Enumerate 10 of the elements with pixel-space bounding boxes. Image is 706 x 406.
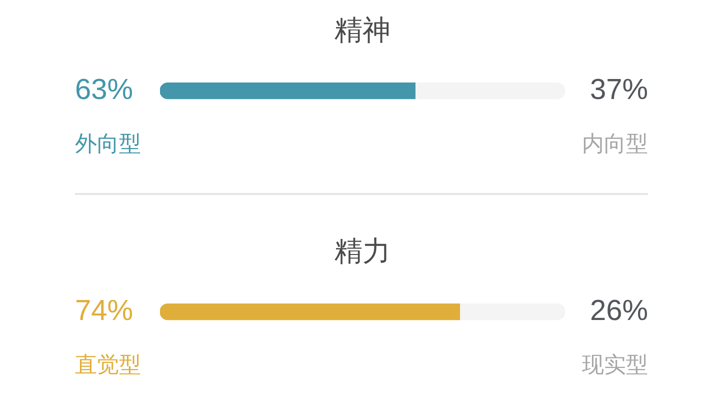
series-label: 现实型 [582, 352, 648, 377]
chart-title: 精神 [334, 14, 390, 46]
data-label: 74% [75, 294, 134, 327]
chart-title: 精力 [334, 236, 390, 267]
series-label: 内向型 [582, 130, 648, 156]
data-label: 63% [75, 74, 134, 106]
data-label: 26% [590, 294, 648, 327]
data-label: 37% [590, 74, 648, 106]
series-label: 外向型 [75, 130, 141, 156]
series-label: 直觉型 [75, 352, 141, 377]
